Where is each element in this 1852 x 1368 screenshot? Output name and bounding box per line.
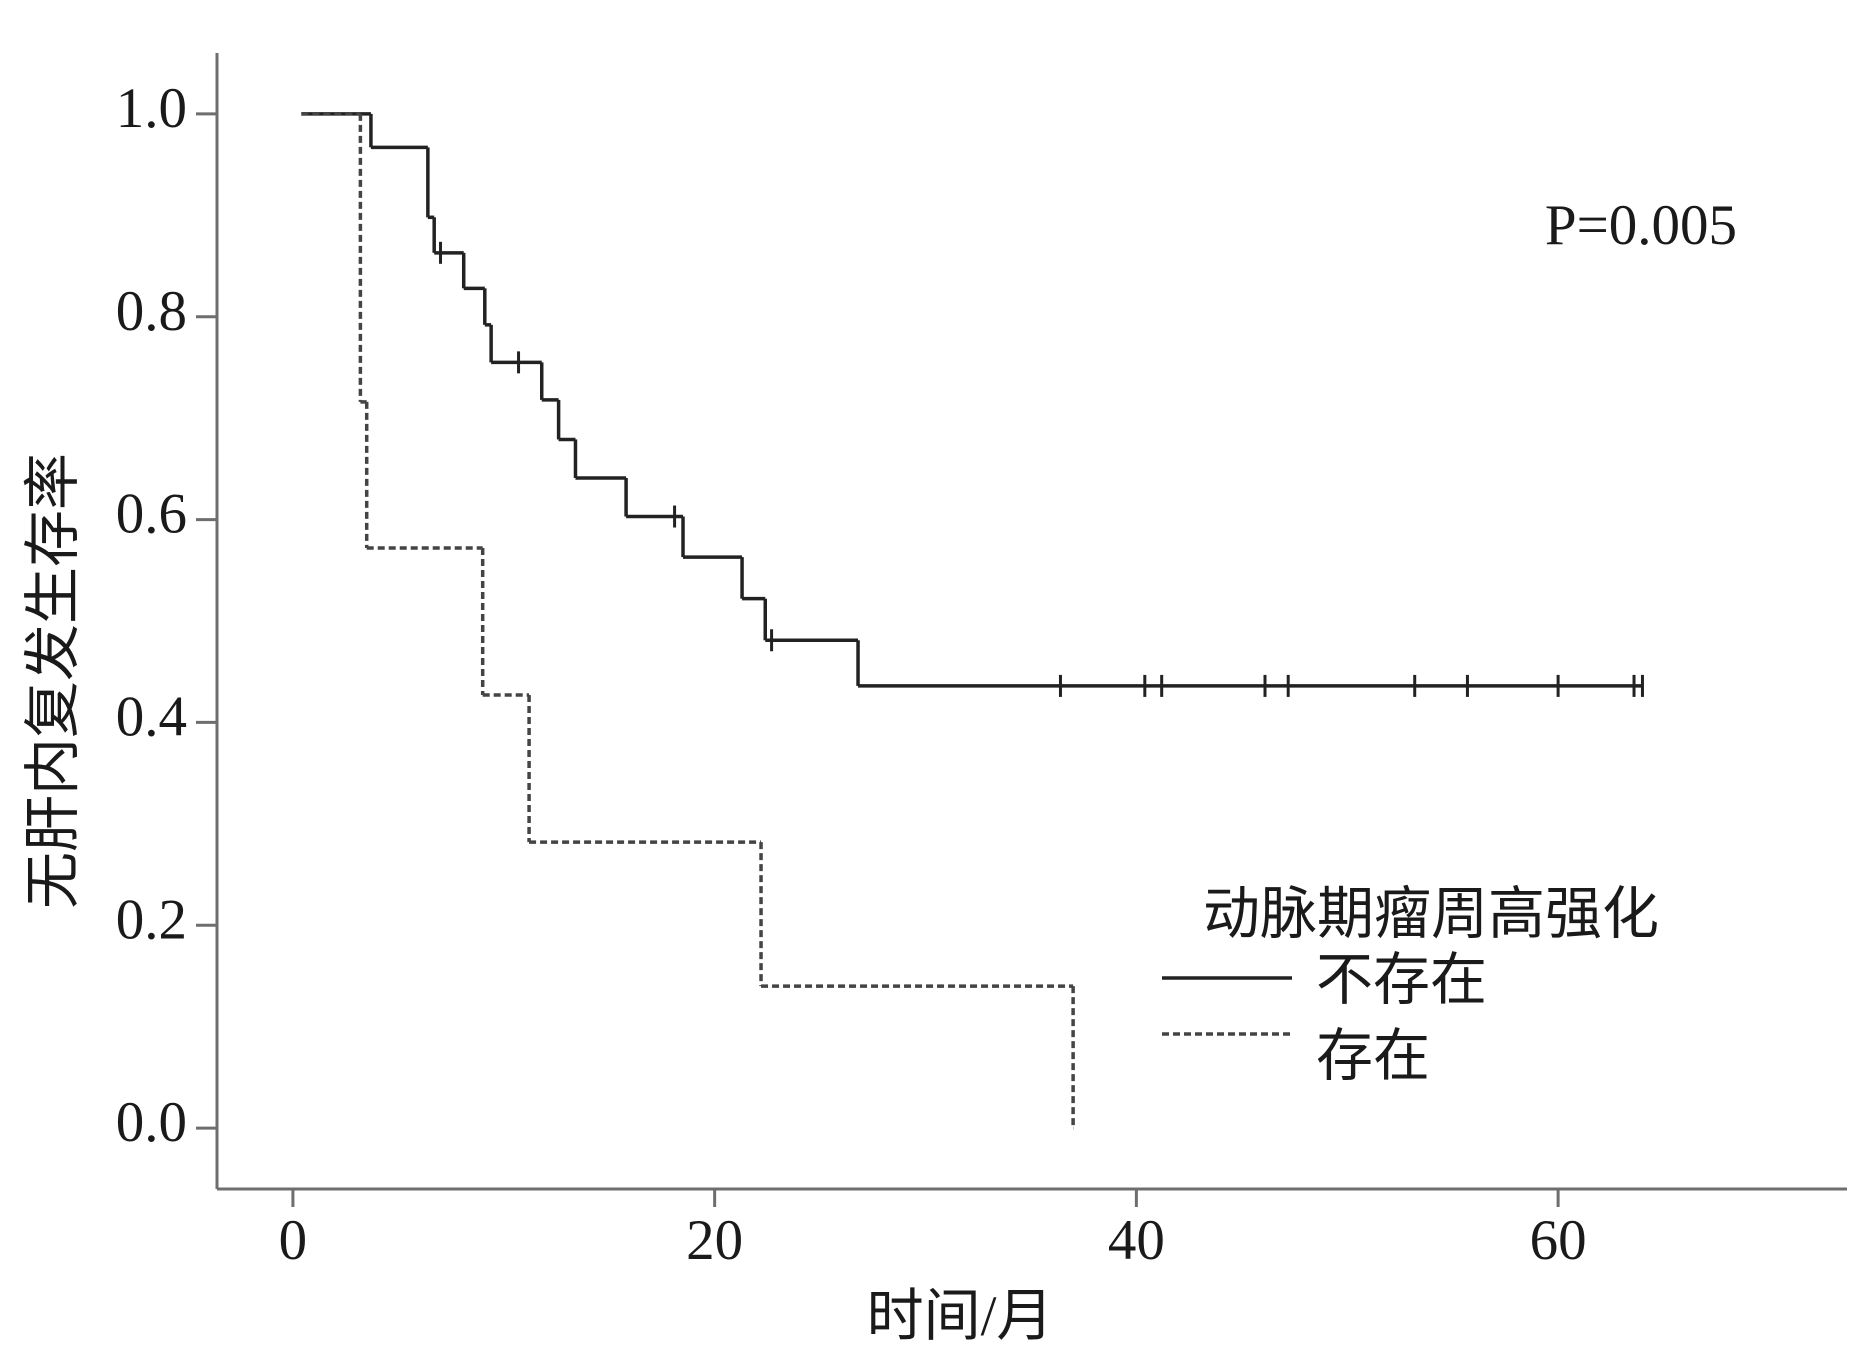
x-tick-label: 60 [1530, 1209, 1587, 1272]
y-axis-title: 无肝内复发生存率 [22, 453, 85, 909]
y-tick-label: 0.8 [116, 280, 187, 343]
x-tick-label: 0 [279, 1209, 308, 1272]
y-tick-label: 1.0 [116, 77, 187, 140]
y-tick-label: 0.6 [116, 483, 187, 546]
legend-label: 不存在 [1316, 949, 1487, 1012]
y-tick-label: 0.0 [116, 1091, 187, 1154]
y-tick-label: 0.4 [116, 686, 187, 749]
x-tick-label: 40 [1108, 1209, 1165, 1272]
x-axis-title: 时间/月 [867, 1285, 1054, 1348]
y-tick-label: 0.2 [116, 888, 187, 951]
annotation: P=0.005 [1545, 194, 1737, 257]
legend-title: 动脉期瘤周高强化 [1203, 883, 1659, 946]
x-tick-label: 20 [686, 1209, 743, 1272]
legend-label: 存在 [1316, 1025, 1430, 1088]
